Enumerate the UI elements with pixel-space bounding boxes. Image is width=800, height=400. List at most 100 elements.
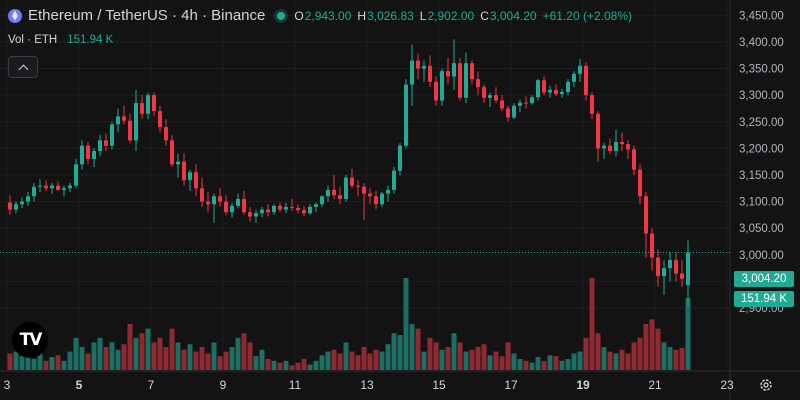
candle-body (20, 201, 24, 205)
volume-bar (685, 298, 691, 370)
volume-bar (361, 347, 367, 370)
volume-bar (631, 342, 637, 370)
volume-bar (223, 351, 229, 370)
candle-body (488, 95, 492, 98)
volume-bar (187, 344, 193, 370)
volume-bar (475, 347, 481, 370)
candle-body (374, 196, 378, 205)
candle-body (56, 185, 60, 190)
volume-bar (67, 351, 73, 370)
volume-bar (37, 353, 43, 370)
candle-body (206, 201, 210, 205)
candle-body (680, 273, 684, 279)
volume-bar (433, 342, 439, 370)
volume-bar (97, 337, 103, 370)
volume-bar (211, 342, 217, 370)
candle-body (146, 95, 150, 114)
candle-body (164, 127, 168, 141)
volume-bar (487, 355, 493, 370)
price-tick-label: 3,050.00 (739, 223, 784, 235)
volume-bar (493, 351, 499, 370)
candle-body (110, 124, 114, 146)
candle-body (590, 95, 594, 114)
candle-body (296, 207, 300, 211)
candle-body (140, 103, 144, 114)
gear-icon[interactable] (759, 378, 773, 392)
volume-bar (193, 351, 199, 370)
volume-bar (241, 333, 247, 370)
volume-bar (283, 360, 289, 370)
candle-body (578, 65, 582, 74)
volume-bar (613, 353, 619, 370)
price-tick-label: 3,450.00 (739, 10, 784, 22)
candle-body (320, 196, 324, 205)
volume-bar (235, 337, 241, 370)
time-axis[interactable]: 3 5 7 9 11 13 15 17 19 21 23 (4, 378, 734, 392)
volume-bar (643, 324, 649, 370)
volume-bar (55, 355, 61, 370)
candle-body (632, 149, 636, 170)
price-tick-label: 3,350.00 (739, 64, 784, 76)
volume-bar (373, 349, 379, 370)
volume-bar (61, 360, 67, 370)
volume-bar (649, 319, 655, 370)
time-tick-label: 9 (220, 378, 227, 392)
candle-body (458, 63, 462, 98)
volume-legend-label: Vol · ETH (8, 34, 58, 46)
volume-bar (301, 358, 307, 370)
candle-body (524, 102, 528, 104)
collapse-legend-button[interactable] (8, 56, 38, 78)
volume-bar (619, 349, 625, 370)
price-tick-label: 3,150.00 (739, 170, 784, 182)
candle-body (182, 161, 186, 181)
volume-bar (427, 337, 433, 370)
volume-legend[interactable]: Vol · ETH 151.94 K (8, 34, 113, 46)
candle-body (158, 111, 162, 128)
candle-body (572, 73, 576, 82)
candle-body (440, 71, 444, 101)
volume-bar (313, 360, 319, 370)
candle-body (506, 108, 510, 118)
candle-body (302, 210, 306, 214)
candle-body (650, 233, 654, 258)
volume-bar (469, 349, 475, 370)
candle-body (344, 177, 348, 199)
volume-bar (163, 347, 169, 370)
price-axis[interactable]: 3,450.00 3,400.00 3,350.00 3,300.00 3,250.00… (739, 10, 784, 315)
candle-body (416, 60, 420, 69)
symbol-legend[interactable]: Ethereum / TetherUS · 4h · Binance O2,94… (8, 7, 632, 24)
open-value: 2,943.00 (304, 8, 352, 23)
candle-body (626, 144, 630, 150)
volume-bar (397, 335, 403, 370)
candle-body (338, 195, 342, 199)
volume-bar (547, 355, 553, 370)
candle-body (512, 105, 516, 118)
candle-body (128, 120, 132, 141)
candle-body (602, 145, 606, 149)
candle-body (500, 100, 504, 109)
symbol-title[interactable]: Ethereum / TetherUS · 4h · Binance (28, 7, 266, 24)
volume-bar (157, 337, 163, 370)
volume-bar (7, 353, 13, 370)
volume-bar (343, 342, 349, 370)
volume-bar (349, 351, 355, 370)
close-key: C (480, 8, 489, 23)
candle-body (644, 196, 648, 234)
volume-bar (133, 337, 139, 370)
volume-bar (565, 358, 571, 370)
candle-body (470, 63, 474, 80)
volume-bar (259, 349, 265, 370)
candle-body (428, 65, 432, 82)
candle-body (14, 204, 18, 210)
candle-body (122, 116, 126, 121)
volume-bar (535, 357, 541, 370)
candle-body (362, 186, 366, 194)
candle-body (278, 205, 282, 210)
volume-bar (409, 324, 415, 370)
candle-body (464, 63, 468, 98)
candle-body (398, 145, 402, 171)
time-tick-label: 15 (432, 378, 446, 392)
tradingview-logo[interactable]: TV (12, 322, 48, 358)
volume-bar (337, 353, 343, 370)
